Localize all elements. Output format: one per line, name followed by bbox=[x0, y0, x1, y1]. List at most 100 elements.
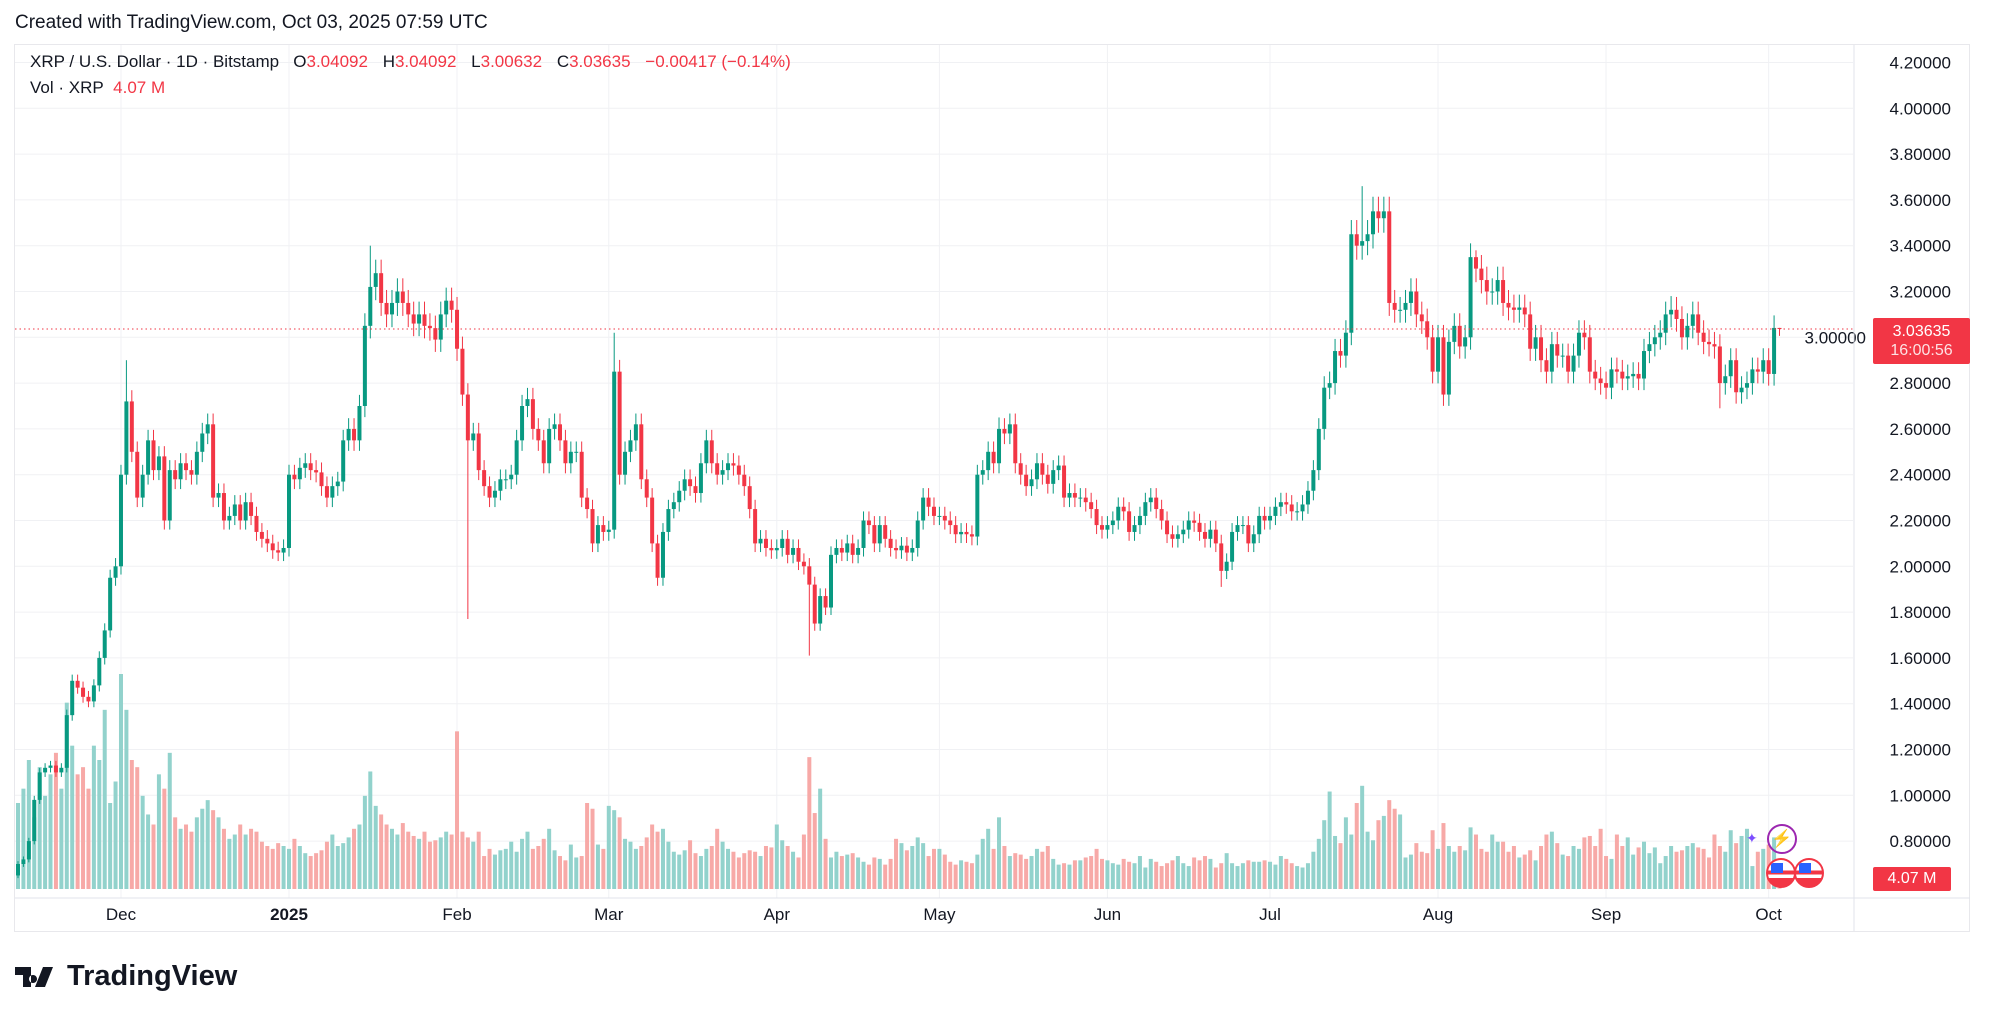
candle-body bbox=[492, 490, 497, 498]
volume-bar bbox=[1360, 785, 1365, 889]
candle-body bbox=[1761, 360, 1766, 372]
volume-bar bbox=[1116, 864, 1121, 889]
candle-body bbox=[146, 440, 151, 475]
candle-body bbox=[1132, 525, 1137, 532]
volume-bar bbox=[1658, 863, 1663, 889]
volume-bar bbox=[1349, 834, 1354, 889]
volume-bar bbox=[834, 851, 839, 889]
candle-body bbox=[1056, 465, 1061, 471]
volume-bar bbox=[249, 828, 254, 889]
candle-body bbox=[1121, 506, 1126, 512]
volume-bar bbox=[894, 838, 899, 889]
volume-bar bbox=[1571, 846, 1576, 889]
symbol-title[interactable]: XRP / U.S. Dollar · 1D · Bitstamp bbox=[30, 52, 280, 71]
candle-body bbox=[1452, 325, 1457, 342]
volume-bar bbox=[16, 803, 20, 889]
x-tick-label: Jul bbox=[1259, 905, 1281, 924]
candle-body bbox=[1533, 337, 1538, 349]
volume-bar bbox=[1197, 860, 1202, 889]
volume-bar bbox=[406, 831, 411, 889]
candle-body bbox=[308, 463, 313, 471]
candle-body bbox=[1002, 428, 1007, 434]
candle-body bbox=[698, 463, 703, 494]
volume-bar bbox=[1560, 854, 1565, 889]
volume-label[interactable]: Vol · XRP bbox=[30, 78, 104, 97]
candle-body bbox=[1539, 337, 1544, 361]
volume-bar bbox=[1452, 851, 1457, 889]
candle-body bbox=[937, 515, 942, 517]
volume-bar bbox=[1284, 858, 1289, 889]
candle-body bbox=[21, 859, 26, 864]
candle-body bbox=[70, 680, 75, 716]
volume-bar bbox=[395, 834, 400, 889]
volume-bar bbox=[931, 848, 936, 889]
volume-bar bbox=[1257, 861, 1262, 889]
candle-body bbox=[368, 286, 373, 326]
candle-body bbox=[1674, 309, 1679, 319]
volume-bar bbox=[1468, 827, 1473, 889]
candle-body bbox=[1728, 360, 1733, 377]
volume-bar bbox=[400, 823, 405, 889]
candle-body bbox=[655, 543, 660, 578]
y-tick-label: 1.80000 bbox=[1890, 603, 1951, 622]
candle-body bbox=[1582, 332, 1587, 338]
volume-bar bbox=[276, 843, 281, 889]
candle-body bbox=[335, 481, 340, 487]
volume-bar bbox=[975, 854, 980, 889]
candle-body bbox=[200, 433, 205, 452]
volume-bar bbox=[595, 844, 600, 889]
volume-bar bbox=[866, 864, 871, 889]
volume-bar bbox=[666, 841, 671, 889]
candle-body bbox=[682, 479, 687, 491]
us-flag-event-icon[interactable] bbox=[1794, 858, 1824, 888]
volume-bar bbox=[1240, 863, 1245, 889]
volume-bar bbox=[1490, 834, 1495, 889]
volume-bar bbox=[1674, 851, 1679, 889]
candle-body bbox=[303, 463, 308, 468]
chart-panel[interactable] bbox=[14, 44, 1970, 932]
volume-bar bbox=[1376, 820, 1381, 889]
volume-bar bbox=[829, 857, 833, 889]
volume-bar bbox=[742, 853, 747, 889]
volume-bar bbox=[758, 856, 763, 889]
change-value: −0.00417 (−0.14%) bbox=[645, 52, 791, 71]
volume-bar bbox=[1208, 858, 1213, 889]
candle-body bbox=[1029, 479, 1034, 487]
volume-bar bbox=[1441, 823, 1446, 889]
candle-body bbox=[162, 456, 167, 521]
candle-body bbox=[297, 467, 302, 480]
candle-body bbox=[942, 515, 947, 521]
volume-bar bbox=[910, 846, 915, 889]
candle-body bbox=[1219, 543, 1224, 571]
volume-bar bbox=[1593, 846, 1598, 889]
close-value: 3.03635 bbox=[569, 52, 631, 71]
candle-body bbox=[379, 273, 384, 303]
volume-bar bbox=[368, 771, 373, 889]
candle-body bbox=[48, 765, 53, 768]
tradingview-logo[interactable]: TradingView bbox=[15, 960, 237, 993]
candle-body bbox=[926, 497, 931, 507]
candle-body bbox=[417, 314, 422, 324]
event-lightning-icon[interactable]: ⚡ bbox=[1767, 824, 1797, 854]
y-tick-label: 1.40000 bbox=[1890, 695, 1951, 714]
us-flag-event-icon[interactable] bbox=[1766, 858, 1796, 888]
candle-body bbox=[26, 841, 31, 860]
candle-body bbox=[1094, 509, 1099, 526]
candle-body bbox=[568, 451, 573, 464]
volume-bar bbox=[43, 795, 48, 889]
candle-body bbox=[341, 440, 346, 482]
volume-bar bbox=[601, 848, 606, 889]
candle-body bbox=[910, 547, 915, 553]
candle-body bbox=[1685, 325, 1690, 338]
volume-bar bbox=[70, 745, 75, 889]
candle-body bbox=[671, 502, 676, 510]
volume-bar bbox=[1316, 838, 1321, 889]
candle-body bbox=[704, 440, 709, 464]
candle-body bbox=[639, 424, 644, 480]
candle-body bbox=[238, 504, 243, 521]
volume-bar bbox=[1273, 864, 1278, 889]
volume-bar bbox=[590, 808, 595, 889]
candle-body bbox=[1701, 332, 1706, 342]
volume-bar bbox=[1669, 846, 1674, 889]
